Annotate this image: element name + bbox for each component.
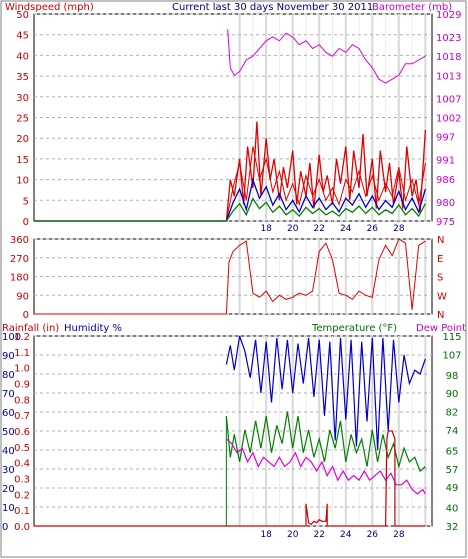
temperature-tick-label: 40	[446, 504, 459, 515]
temperature-tick-label: 90	[446, 389, 459, 400]
barometer-tick-label: 980	[436, 198, 455, 209]
temperature-tick-label: 98	[446, 371, 459, 382]
x-tick-label: 20	[287, 530, 299, 540]
rain-tick-label: 0.7	[14, 411, 30, 422]
rain-tick-label: 1.0	[14, 364, 30, 375]
compass-tick-label: N	[437, 310, 444, 321]
wind-tick-label: 50	[16, 10, 29, 21]
x-tick-label: 20	[287, 224, 299, 234]
compass-tick-label: S	[437, 273, 443, 284]
x-tick-label: 22	[314, 530, 325, 540]
humidity-tick-label: 40	[2, 446, 15, 457]
humidity-tick-label: 0	[2, 522, 8, 533]
temperature-axis-title: Temperature (°F)	[311, 323, 397, 334]
barometer-axis-title: Barometer (mb)	[372, 2, 452, 13]
series-humidity	[225, 335, 426, 451]
wind-tick-label: 20	[16, 134, 29, 145]
barometer-tick-label: 1023	[436, 33, 461, 44]
wind-tick-label: 15	[16, 155, 29, 166]
rain-tick-label: 0.1	[14, 506, 30, 517]
barometer-tick-label: 1018	[436, 52, 461, 63]
barometer-tick-label: 1002	[436, 114, 461, 125]
direction-tick-label: 180	[10, 273, 29, 284]
wind-tick-label: 10	[16, 176, 29, 187]
rain-tick-label: 0.3	[14, 475, 30, 486]
windspeed-axis-title: Windspeed (mph)	[5, 2, 94, 13]
humidity-tick-label: 90	[2, 351, 15, 362]
humidity-tick-label: 70	[2, 389, 15, 400]
series-gust	[34, 121, 427, 222]
rain-tick-label: 1.2	[14, 332, 30, 343]
wind-tick-label: 25	[16, 114, 29, 125]
rain-tick-label: 0.9	[14, 380, 30, 391]
humidity-tick-label: 50	[2, 427, 15, 438]
direction-tick-label: 90	[16, 291, 29, 302]
x-tick-label: 26	[367, 224, 379, 234]
rainfall-axis-title: Rainfall (in)	[2, 323, 59, 334]
humidity-tick-label: 30	[2, 465, 15, 476]
barometer-tick-label: 975	[436, 217, 455, 228]
barometer-tick-label: 991	[436, 156, 455, 167]
wind-tick-label: 45	[16, 31, 29, 42]
series-wind-average	[34, 177, 427, 222]
rain-tick-label: 0.0	[14, 522, 30, 533]
series-temperature	[225, 411, 426, 473]
rain-tick-label: 1.1	[14, 348, 30, 359]
temperature-tick-label: 115	[442, 332, 461, 343]
humidity-tick-label: 60	[2, 408, 15, 419]
rain-tick-label: 0.8	[14, 395, 30, 406]
humidity-tick-label: 20	[2, 484, 15, 495]
x-tick-label: 18	[260, 530, 272, 540]
wind-tick-label: 5	[23, 196, 29, 207]
series-rainfall	[34, 430, 426, 527]
temperature-tick-label: 74	[446, 426, 459, 437]
wind-tick-label: 40	[16, 51, 29, 62]
x-tick-label: 18	[260, 224, 272, 234]
series-barometer	[227, 29, 426, 84]
humidity-tick-label: 80	[2, 370, 15, 381]
temperature-tick-label: 82	[446, 408, 459, 419]
temperature-tick-label: 107	[442, 350, 461, 361]
x-tick-label: 24	[340, 530, 352, 540]
temperature-tick-label: 49	[446, 483, 459, 494]
x-tick-label: 26	[367, 530, 379, 540]
humidity-axis-title: Humidity %	[64, 323, 122, 334]
direction-tick-label: 270	[10, 254, 29, 265]
humidity-tick-label: 10	[2, 503, 15, 514]
chart-title: Current last 30 days November 30 2011	[172, 2, 373, 13]
temperature-tick-label: 65	[446, 446, 459, 457]
series-wind-low	[34, 197, 426, 222]
x-tick-label: 24	[340, 224, 352, 234]
dewpoint-axis-title: Dew Point	[416, 323, 466, 334]
temperature-tick-label: 57	[446, 465, 459, 476]
barometer-tick-label: 997	[436, 133, 455, 144]
temperature-tick-label: 32	[446, 522, 459, 533]
wind-tick-label: 0	[23, 217, 29, 228]
direction-tick-label: 360	[10, 235, 29, 246]
barometer-tick-label: 986	[436, 175, 455, 186]
barometer-tick-label: 1029	[436, 10, 461, 21]
rain-tick-label: 0.2	[14, 490, 30, 501]
barometer-tick-label: 1013	[436, 71, 461, 82]
compass-tick-label: W	[437, 291, 447, 302]
series-direction	[34, 238, 426, 315]
rain-tick-label: 0.6	[14, 427, 30, 438]
wind-tick-label: 35	[16, 72, 29, 83]
rain-tick-label: 0.4	[14, 459, 30, 470]
rain-tick-label: 0.5	[14, 443, 30, 454]
humidity-tick-label: 100	[2, 332, 21, 343]
x-tick-label: 28	[393, 530, 405, 540]
direction-tick-label: 0	[23, 310, 29, 321]
x-tick-label: 28	[393, 224, 405, 234]
barometer-tick-label: 1007	[436, 94, 461, 105]
wind-tick-label: 30	[16, 93, 29, 104]
compass-tick-label: N	[437, 235, 444, 246]
compass-tick-label: E	[437, 254, 443, 265]
x-tick-label: 22	[314, 224, 325, 234]
